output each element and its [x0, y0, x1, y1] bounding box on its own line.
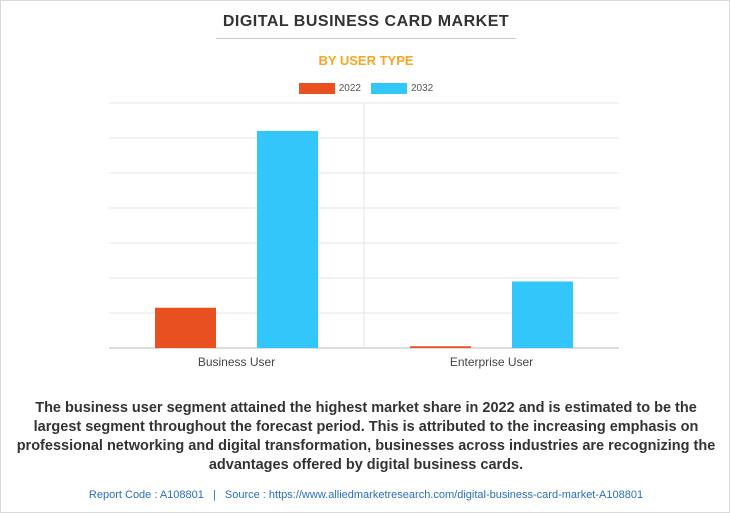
- legend-label-2022: 2022: [338, 82, 361, 94]
- title-divider: [216, 38, 516, 39]
- bar-2032-business-user: [257, 131, 318, 348]
- bar-chart: Business User Enterprise User: [109, 102, 619, 369]
- chart-title: DIGITAL BUSINESS CARD MARKET: [222, 13, 510, 30]
- bar-2022-business-user: [155, 307, 216, 348]
- x-tick-label: Business User: [198, 355, 275, 369]
- x-tick-label: Enterprise User: [450, 355, 533, 369]
- footer-separator: |: [212, 489, 216, 501]
- legend-item-2022[interactable]: 2022: [298, 82, 361, 94]
- legend-item-2032[interactable]: 2032: [371, 82, 434, 94]
- report-code: Report Code : A108801: [88, 489, 204, 501]
- source-footer: Report Code : A108801 | Source : https:/…: [1, 489, 730, 501]
- bar-2022-enterprise-user: [410, 346, 471, 348]
- legend-swatch-2022: [298, 82, 335, 94]
- chart-subtitle: BY USER TYPE: [318, 53, 414, 68]
- chart-legend: 2022 2032: [1, 81, 730, 95]
- chart-description: The business user segment attained the h…: [16, 400, 716, 473]
- source-link[interactable]: Source : https://www.alliedmarketresearc…: [224, 489, 644, 501]
- bar-2032-enterprise-user: [512, 281, 573, 348]
- legend-label-2032: 2032: [411, 82, 434, 94]
- legend-swatch-2032: [371, 82, 407, 94]
